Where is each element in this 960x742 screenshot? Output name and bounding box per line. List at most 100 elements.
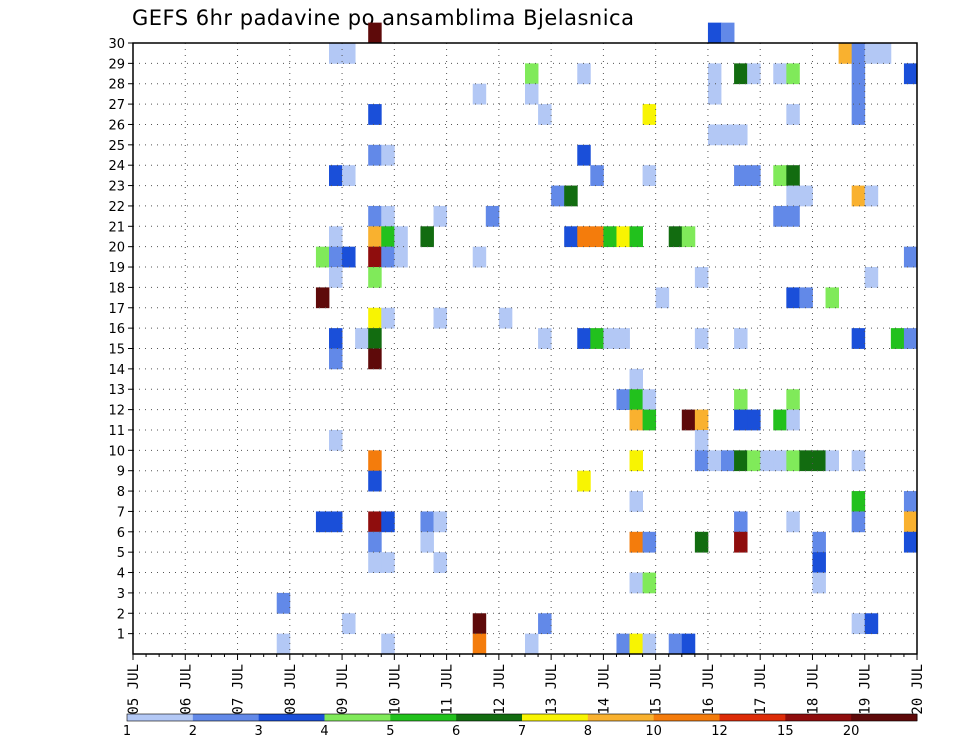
heatmap-cell	[381, 307, 395, 329]
heatmap-cell	[342, 165, 356, 186]
heatmap-cell	[433, 205, 447, 227]
heatmap-cell	[642, 389, 657, 410]
y-tick-label: 6	[117, 526, 125, 541]
heatmap-cell	[315, 511, 330, 533]
heatmap-cell	[368, 144, 382, 166]
heatmap-cell	[368, 267, 382, 288]
heatmap-cell	[485, 205, 500, 227]
heatmap-cell	[329, 43, 343, 64]
x-tick-label: 15 JUL	[649, 664, 665, 715]
heatmap-cell	[368, 328, 382, 349]
heatmap-cell	[420, 511, 434, 533]
heatmap-cell	[642, 104, 657, 125]
y-tick-label: 4	[117, 567, 125, 582]
x-tick-label: 05 JUL	[126, 664, 142, 715]
colorbar-label: 2	[189, 724, 197, 739]
y-tick-label: 25	[108, 139, 125, 154]
heatmap-cell	[851, 450, 866, 472]
x-tick-label: 10 JUL	[387, 664, 403, 715]
heatmap-cell	[838, 43, 853, 64]
colorbar-label: 20	[843, 724, 860, 739]
heatmap-cell	[368, 22, 382, 44]
x-tick-label: 17 JUL	[753, 664, 769, 715]
heatmap-cell	[642, 531, 657, 553]
heatmap-cell	[903, 246, 918, 268]
heatmap-cell	[368, 511, 382, 533]
heatmap-cell	[433, 307, 447, 329]
heatmap-cell	[799, 287, 813, 309]
heatmap-cell	[707, 83, 722, 105]
heatmap-cell	[668, 633, 683, 655]
y-tick-label: 9	[117, 465, 125, 480]
heatmap-cell	[734, 63, 748, 85]
y-tick-label: 14	[108, 363, 125, 378]
heatmap-cell	[903, 63, 918, 85]
heatmap-cell	[721, 124, 735, 146]
heatmap-cell	[381, 144, 395, 166]
x-tick-label: 12 JUL	[492, 664, 508, 715]
heatmap-cell	[603, 328, 617, 349]
heatmap-cell	[642, 633, 657, 655]
heatmap-cell	[629, 633, 643, 655]
heatmap-cell	[525, 633, 539, 655]
heatmap-cell	[498, 307, 513, 329]
colorbar-swatch	[785, 714, 852, 721]
heatmap-cell	[315, 287, 330, 309]
heatmap-cell	[681, 409, 696, 431]
y-tick-label: 3	[117, 587, 125, 602]
colorbar-swatch	[258, 714, 325, 721]
heatmap-cell	[707, 124, 722, 146]
heatmap-cell	[329, 226, 343, 248]
heatmap-cell	[629, 531, 643, 553]
heatmap-cell	[747, 409, 761, 431]
heatmap-cell	[903, 511, 918, 533]
heatmap-cell	[590, 165, 604, 186]
heatmap-cell	[616, 328, 630, 349]
heatmap-cell	[381, 633, 395, 655]
heatmap-cell	[734, 511, 748, 533]
heatmap-cell	[538, 328, 552, 349]
heatmap-cell	[564, 226, 578, 248]
heatmap-cell	[668, 226, 683, 248]
heatmap-cell	[694, 450, 709, 472]
heatmap-cell	[577, 328, 591, 349]
heatmap-cell	[629, 572, 643, 594]
heatmap-cell	[851, 491, 866, 512]
heatmap-cell	[707, 22, 722, 44]
heatmap-cell	[642, 165, 657, 186]
heatmap-cell	[616, 389, 630, 410]
chart-title: GEFS 6hr padavine po ansamblima Bjelasni…	[132, 6, 635, 30]
heatmap-cell	[642, 409, 657, 431]
y-tick-label: 15	[108, 343, 125, 358]
heatmap-cell	[786, 104, 800, 125]
heatmap-cell	[381, 205, 395, 227]
heatmap-cell	[433, 552, 447, 573]
x-tick-label: 14 JUL	[596, 664, 612, 715]
heatmap-cell	[903, 328, 918, 349]
heatmap-cell	[773, 63, 787, 85]
heatmap-cell	[472, 633, 487, 655]
heatmap-cell	[577, 470, 591, 492]
heatmap-cell	[577, 226, 591, 248]
y-tick-label: 5	[117, 546, 125, 561]
heatmap-cell	[890, 328, 905, 349]
heatmap-cell	[734, 328, 748, 349]
heatmap-cell	[864, 613, 879, 635]
heatmap-cell	[629, 450, 643, 472]
heatmap-cell	[368, 552, 382, 573]
heatmap-cell	[538, 613, 552, 635]
heatmap-cell	[381, 552, 395, 573]
heatmap-cell	[851, 43, 866, 64]
heatmap-cell	[694, 429, 709, 451]
heatmap-cell	[564, 185, 578, 207]
y-tick-label: 30	[108, 37, 125, 52]
heatmap-cell	[394, 246, 408, 268]
y-tick-label: 7	[117, 505, 125, 520]
x-axis-ticks: 05 JUL 06 JUL 07 JUL 08 JUL 09 JUL 10 JUL 11 J…	[126, 654, 926, 715]
heatmap-cell	[551, 185, 565, 207]
heatmap-cell	[342, 246, 356, 268]
heatmap-cell	[368, 450, 382, 472]
heatmap-cell	[747, 450, 761, 472]
heatmap-cell	[342, 613, 356, 635]
